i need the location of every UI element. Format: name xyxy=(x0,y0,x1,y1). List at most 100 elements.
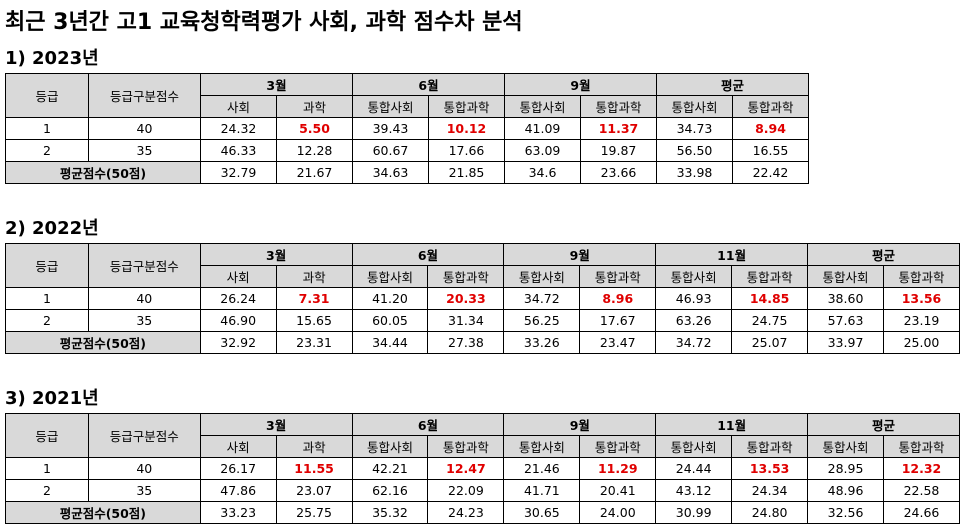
average-label: 평균점수(50점) xyxy=(5,161,201,184)
cell: 24.23 xyxy=(427,501,505,524)
cell: 1 xyxy=(5,287,89,310)
cell: 40 xyxy=(87,457,201,480)
cell: 56.50 xyxy=(656,139,733,162)
cell: 21.67 xyxy=(276,161,353,184)
table-head: 등급 등급구분점수 3월 6월 9월 11월 평균 사회 과학 통합사회 통합과학 통합사회 통합과학 통… xyxy=(5,413,960,458)
cell: 2 xyxy=(5,309,89,332)
cell: 34.44 xyxy=(351,331,429,354)
cell: 27.38 xyxy=(427,331,505,354)
cell: 8.94 xyxy=(732,117,809,140)
score-table: 등급 등급구분점수 3월 6월 9월 11월 평균 사회 과학 통합사회 통합과학 통합사회 통합과학 통… xyxy=(5,413,960,524)
cell: 34.63 xyxy=(352,161,429,184)
cell: 41.71 xyxy=(503,479,581,502)
group-header: 3월 xyxy=(199,413,353,436)
cell: 12.47 xyxy=(427,457,505,480)
cell: 24.66 xyxy=(882,501,960,524)
data-row: 1 40 26.24 7.31 41.20 20.33 34.72 8.96 46.93 14.8… xyxy=(5,287,960,310)
group-header: 6월 xyxy=(352,73,505,96)
column-header: 과학 xyxy=(275,265,353,288)
column-header: 통합사회 xyxy=(503,265,581,288)
cell: 21.85 xyxy=(428,161,505,184)
average-label: 평균점수(50점) xyxy=(5,501,201,524)
cell: 62.16 xyxy=(351,479,429,502)
cell: 25.07 xyxy=(731,331,809,354)
cell: 1 xyxy=(5,457,89,480)
cell: 38.60 xyxy=(807,287,884,310)
score-table: 등급 등급구분점수 3월 6월 9월 평균 사회 과학 통합사회 통합과학 통합사회 통합과학 통합사회… xyxy=(5,73,809,184)
cell: 39.43 xyxy=(352,117,429,140)
cell: 25.75 xyxy=(275,501,353,524)
cell: 23.19 xyxy=(882,309,960,332)
cell: 60.67 xyxy=(352,139,429,162)
column-header: 통합사회 xyxy=(352,95,429,118)
group-header: 11월 xyxy=(655,243,809,266)
cell: 11.37 xyxy=(580,117,657,140)
cell: 23.47 xyxy=(579,331,657,354)
cell: 40 xyxy=(88,117,201,140)
cell: 30.99 xyxy=(655,501,733,524)
cell: 13.56 xyxy=(882,287,960,310)
cell: 19.87 xyxy=(580,139,657,162)
corner-header: 등급 xyxy=(5,73,89,118)
column-header: 통합과학 xyxy=(580,95,657,118)
column-header: 통합사회 xyxy=(807,435,884,458)
cell: 41.09 xyxy=(504,117,581,140)
section-heading: 2) 2022년 xyxy=(5,218,99,239)
score-table: 등급 등급구분점수 3월 6월 9월 11월 평균 사회 과학 통합사회 통합과학 통합사회 통합과학 통… xyxy=(5,243,960,354)
cell: 48.96 xyxy=(807,479,884,502)
group-header: 6월 xyxy=(351,243,505,266)
column-header: 통합과학 xyxy=(731,265,809,288)
cell: 24.00 xyxy=(579,501,657,524)
group-header: 9월 xyxy=(503,413,657,436)
cell: 17.67 xyxy=(579,309,657,332)
cell: 22.58 xyxy=(882,479,960,502)
cell: 24.32 xyxy=(200,117,277,140)
column-header: 통합과학 xyxy=(732,95,809,118)
average-row: 평균점수(50점) 32.79 21.67 34.63 21.85 34.6 23.66 33… xyxy=(5,161,809,184)
column-header: 통합과학 xyxy=(428,95,505,118)
group-header: 평균 xyxy=(807,413,960,436)
column-header: 통합사회 xyxy=(655,435,733,458)
cell: 33.97 xyxy=(807,331,884,354)
cell: 26.17 xyxy=(199,457,277,480)
cell: 47.86 xyxy=(199,479,277,502)
cell: 60.05 xyxy=(351,309,429,332)
cell: 22.09 xyxy=(427,479,505,502)
column-header: 통합사회 xyxy=(503,435,581,458)
cell: 32.56 xyxy=(807,501,884,524)
cell: 26.24 xyxy=(199,287,277,310)
cell: 30.65 xyxy=(503,501,581,524)
cell: 63.09 xyxy=(504,139,581,162)
data-row: 1 40 24.32 5.50 39.43 10.12 41.09 11.37 34.73 8.9… xyxy=(5,117,809,140)
cell: 24.80 xyxy=(731,501,809,524)
cell: 34.6 xyxy=(504,161,581,184)
data-row: 1 40 26.17 11.55 42.21 12.47 21.46 11.29 24.44 13… xyxy=(5,457,960,480)
table-body: 1 40 26.17 11.55 42.21 12.47 21.46 11.29 24.44 13… xyxy=(5,457,960,524)
corner-header: 등급 xyxy=(5,243,89,288)
cell: 42.21 xyxy=(351,457,429,480)
column-header: 통합과학 xyxy=(882,435,960,458)
cell: 7.31 xyxy=(275,287,353,310)
cell: 11.55 xyxy=(275,457,353,480)
corner-header: 등급 xyxy=(5,413,89,458)
cell: 41.20 xyxy=(351,287,429,310)
group-header: 평균 xyxy=(807,243,960,266)
cell: 20.41 xyxy=(579,479,657,502)
table-body: 1 40 26.24 7.31 41.20 20.33 34.72 8.96 46.93 14.8… xyxy=(5,287,960,354)
cell: 12.32 xyxy=(882,457,960,480)
group-header: 3월 xyxy=(199,243,353,266)
cell: 13.53 xyxy=(731,457,809,480)
cell: 2 xyxy=(5,139,89,162)
table-head: 등급 등급구분점수 3월 6월 9월 평균 사회 과학 통합사회 통합과학 통합사회 통합과학 통합사회… xyxy=(5,73,809,118)
cell: 24.44 xyxy=(655,457,733,480)
cell: 46.90 xyxy=(199,309,277,332)
section-heading: 3) 2021년 xyxy=(5,388,99,409)
cell: 24.75 xyxy=(731,309,809,332)
column-header: 통합사회 xyxy=(656,95,733,118)
column-header: 과학 xyxy=(276,95,353,118)
corner-header: 등급구분점수 xyxy=(87,243,201,288)
cell: 28.95 xyxy=(807,457,884,480)
cell: 24.34 xyxy=(731,479,809,502)
group-header: 9월 xyxy=(503,243,657,266)
column-header: 통합사회 xyxy=(807,265,884,288)
